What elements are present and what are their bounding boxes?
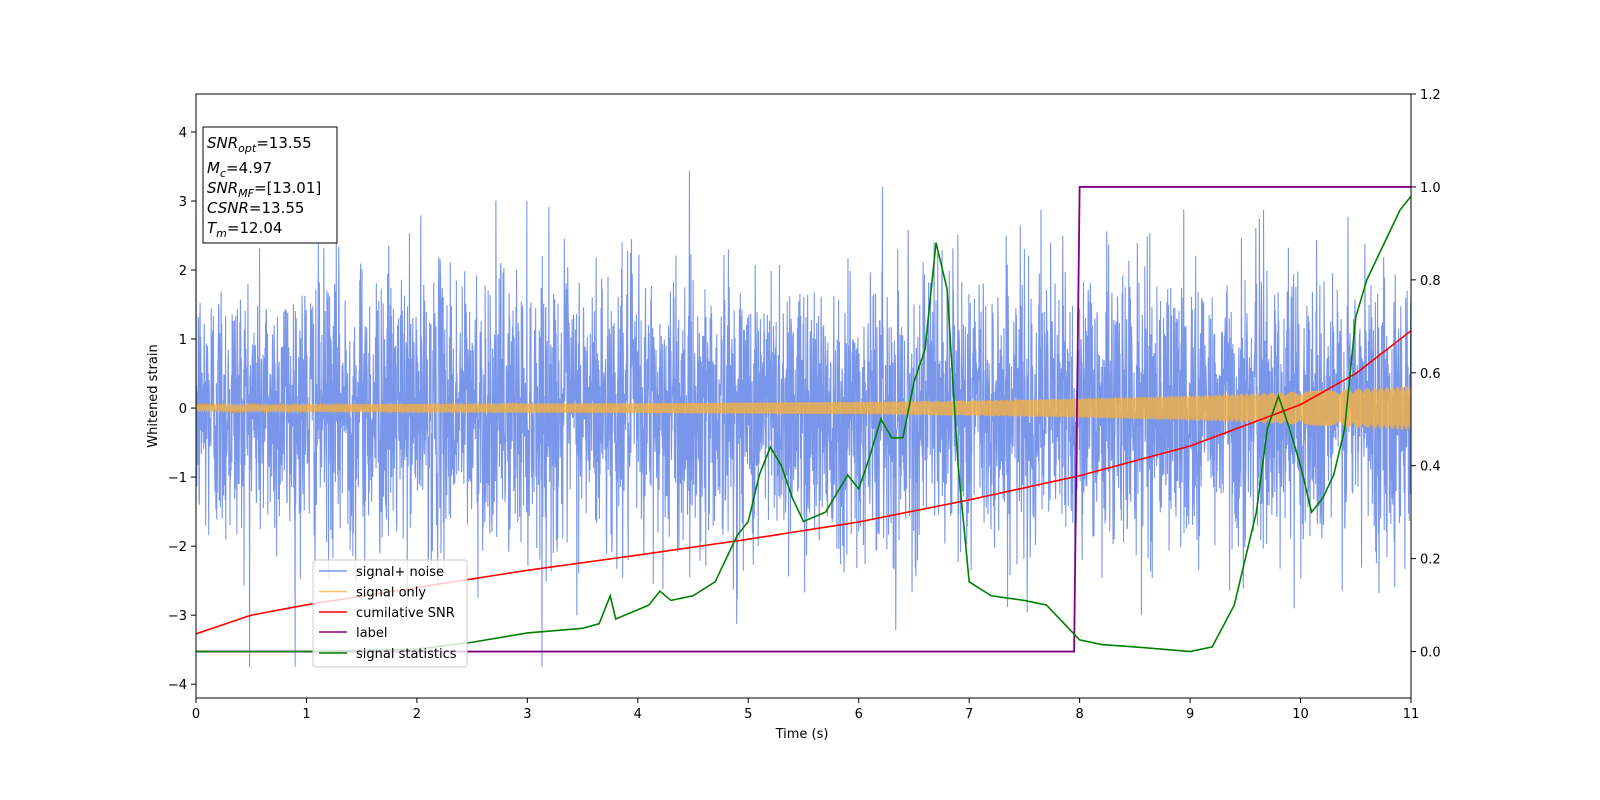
x-tick-label: 5 — [744, 707, 752, 722]
x-tick-label: 3 — [523, 707, 531, 722]
x-tick-label: 4 — [634, 707, 642, 722]
legend-label-signal: signal only — [356, 586, 426, 601]
y-tick-label: −3 — [168, 609, 187, 624]
x-axis-ticks: 0 1 2 3 4 5 6 7 8 9 10 11 — [192, 698, 1419, 722]
legend-label-stat: signal statistics — [356, 647, 457, 662]
y-axis-label: Whitened strain — [146, 344, 161, 447]
y-tick-label: 3 — [179, 195, 187, 210]
x-tick-label: 7 — [965, 707, 973, 722]
legend-label-label: label — [356, 626, 387, 641]
x-axis-label: Time (s) — [775, 727, 829, 742]
y2-tick-label: 1.0 — [1420, 181, 1441, 196]
y-tick-label: 1 — [179, 333, 187, 348]
y-tick-label: 4 — [179, 126, 187, 141]
y2-tick-label: 0.8 — [1420, 274, 1441, 289]
y2-tick-label: 0.0 — [1420, 646, 1441, 661]
signal-only-series — [196, 386, 1411, 431]
x-tick-label: 11 — [1403, 707, 1420, 722]
y2-tick-label: 0.2 — [1420, 553, 1441, 568]
info-csnr: CSNR=13.55 — [207, 199, 304, 217]
info-tm: Tm=12.04 — [207, 219, 282, 240]
legend: signal+ noise signal only cumilative SNR… — [312, 559, 468, 668]
y-tick-label: −2 — [168, 540, 187, 555]
signal-only-line — [196, 386, 1411, 431]
y-tick-label: −1 — [168, 471, 187, 486]
x-tick-label: 1 — [302, 707, 310, 722]
info-box: SNRopt=13.55 Mc=4.97 SNRMF=[13.01] CSNR=… — [202, 126, 338, 244]
y2-tick-label: 0.6 — [1420, 367, 1441, 382]
y-axis-left-ticks: −4 −3 −2 −1 0 1 2 3 4 — [168, 126, 196, 693]
x-tick-label: 2 — [413, 707, 421, 722]
x-tick-label: 6 — [855, 707, 863, 722]
y-tick-label: 0 — [179, 402, 187, 417]
label-line — [196, 186, 1411, 653]
y-axis-right-ticks: 0.0 0.2 0.4 0.6 0.8 1.0 1.2 — [1411, 88, 1441, 661]
y-tick-label: 2 — [179, 264, 187, 279]
y-tick-label: −4 — [168, 678, 187, 693]
x-tick-label: 10 — [1292, 707, 1309, 722]
info-snr-mf: SNRMF=[13.01] — [207, 179, 321, 200]
signal-statistics-line — [196, 195, 1411, 653]
x-tick-label: 9 — [1186, 707, 1194, 722]
y2-tick-label: 0.4 — [1420, 460, 1441, 475]
signal-statistics-series — [196, 195, 1411, 653]
info-mc: Mc=4.97 — [207, 159, 272, 180]
legend-label-noise: signal+ noise — [356, 565, 444, 580]
x-tick-label: 8 — [1075, 707, 1083, 722]
y2-tick-label: 1.2 — [1420, 88, 1441, 103]
legend-label-csnr: cumilative SNR — [356, 606, 455, 621]
plot-frame — [195, 93, 1412, 699]
x-tick-label: 0 — [192, 707, 200, 722]
label-series — [196, 186, 1411, 653]
info-snr-opt: SNRopt=13.55 — [207, 134, 312, 155]
